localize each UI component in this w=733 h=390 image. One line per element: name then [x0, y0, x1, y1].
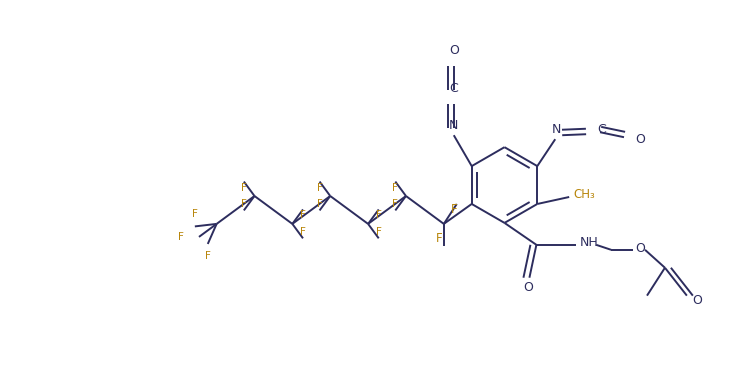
- Text: F: F: [451, 204, 457, 216]
- Text: F: F: [241, 199, 247, 209]
- Text: F: F: [241, 183, 247, 193]
- Text: F: F: [392, 183, 398, 193]
- Text: C: C: [449, 82, 457, 95]
- Text: F: F: [376, 227, 382, 238]
- Text: F: F: [300, 227, 306, 238]
- Text: O: O: [635, 133, 645, 146]
- Text: CH₃: CH₃: [573, 188, 595, 202]
- Text: F: F: [205, 251, 210, 261]
- Text: F: F: [178, 232, 184, 242]
- Text: C: C: [597, 123, 606, 136]
- Text: O: O: [635, 242, 645, 255]
- Text: O: O: [692, 294, 701, 307]
- Text: F: F: [300, 211, 306, 220]
- Text: N: N: [449, 119, 458, 132]
- Text: F: F: [317, 183, 323, 193]
- Text: F: F: [192, 209, 198, 220]
- Text: O: O: [449, 44, 459, 57]
- Text: F: F: [435, 232, 442, 245]
- Text: F: F: [317, 199, 323, 209]
- Text: F: F: [376, 211, 382, 220]
- Text: NH: NH: [580, 236, 599, 249]
- Text: N: N: [551, 123, 561, 136]
- Text: O: O: [523, 281, 534, 294]
- Text: F: F: [392, 199, 398, 209]
